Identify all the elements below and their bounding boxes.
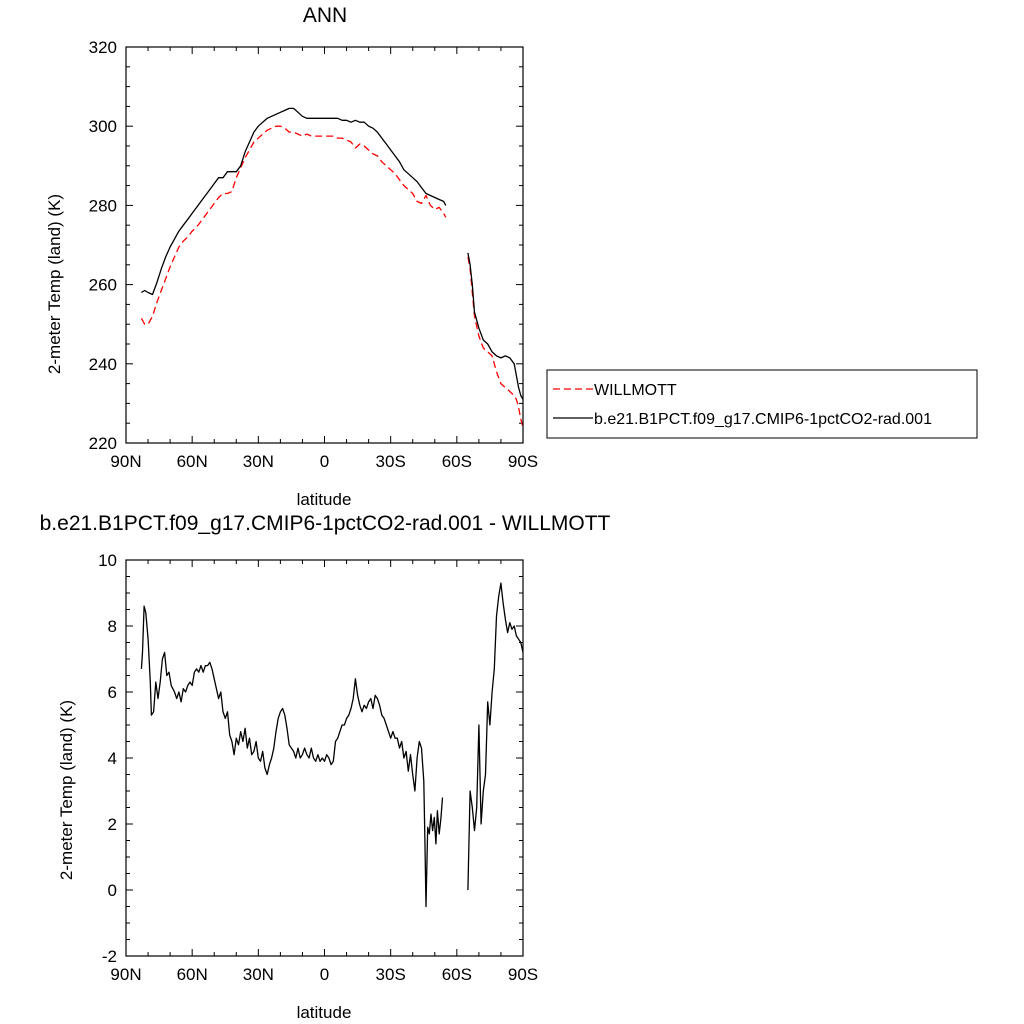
x-tick-label: 0 <box>320 965 329 984</box>
x-tick-label: 30N <box>243 452 274 471</box>
y-tick-label: 8 <box>108 617 117 636</box>
legend-label-model: b.e21.B1PCT.f09_g17.CMIP6-1pctCO2-rad.00… <box>594 411 932 428</box>
panel-annual-temperature: ANN latitude 2-meter Temp (land) (K) 90N… <box>45 4 978 509</box>
y-tick-label: 0 <box>108 881 117 900</box>
panel2-title: b.e21.B1PCT.f09_g17.CMIP6-1pctCO2-rad.00… <box>40 512 611 535</box>
x-tick-label: 90N <box>110 452 141 471</box>
series-line-b-e21-b1pct-f09-g17-cmip6-1pctco2-rad-001-segment-2 <box>467 252 524 400</box>
y-tick-label: 220 <box>89 434 117 453</box>
legend-box <box>546 369 978 439</box>
x-tick-label: 0 <box>320 452 329 471</box>
panel2-ticks: 90N 60N 30N 0 30S 60S 90S -2 0 2 4 6 8 10 <box>98 551 538 984</box>
y-tick-label: 260 <box>89 276 117 295</box>
panel2-x-axis-label: latitude <box>297 1003 352 1022</box>
series-line-willmott-segment-1 <box>140 125 447 325</box>
panel1-title: ANN <box>303 4 347 27</box>
x-tick-label: 60S <box>442 452 472 471</box>
series-line-difference-segment-1 <box>140 605 444 908</box>
x-tick-label: 90S <box>508 452 538 471</box>
y-tick-label: 6 <box>108 683 117 702</box>
x-tick-label: 30S <box>376 452 406 471</box>
y-tick-label: 300 <box>89 117 117 136</box>
y-tick-label: 10 <box>98 551 117 570</box>
legend: WILLMOTT b.e21.B1PCT.f09_g17.CMIP6-1pctC… <box>546 369 978 439</box>
series-line-willmott-segment-2 <box>467 256 524 428</box>
legend-label-willmott: WILLMOTT <box>594 382 677 399</box>
panel1-series <box>140 107 524 428</box>
y-tick-label: 240 <box>89 355 117 374</box>
panel2-series <box>140 582 524 908</box>
y-tick-label: 2 <box>108 815 117 834</box>
series-line-difference-segment-2 <box>467 582 524 891</box>
x-tick-label: 60N <box>177 965 208 984</box>
y-tick-label: -2 <box>102 947 117 966</box>
x-tick-label: 60S <box>442 965 472 984</box>
x-tick-label: 30N <box>243 965 274 984</box>
x-tick-label: 90S <box>508 965 538 984</box>
panel1-y-axis-label: 2-meter Temp (land) (K) <box>45 194 64 374</box>
panel-temperature-difference: b.e21.B1PCT.f09_g17.CMIP6-1pctCO2-rad.00… <box>40 512 611 1022</box>
x-tick-label: 30S <box>376 965 406 984</box>
panel1-ticks: 90N 60N 30N 0 30S 60S 90S 220 240 260 280 300 320 <box>89 38 539 471</box>
y-tick-label: 280 <box>89 196 117 215</box>
panel2-y-axis-label: 2-meter Temp (land) (K) <box>57 700 76 880</box>
y-tick-label: 4 <box>108 749 117 768</box>
panel1-plot-frame <box>125 46 524 444</box>
x-tick-label: 90N <box>110 965 141 984</box>
panel2-plot-frame <box>125 559 524 957</box>
series-line-b-e21-b1pct-f09-g17-cmip6-1pctco2-rad-001-segment-1 <box>141 107 447 296</box>
y-tick-label: 320 <box>89 38 117 57</box>
x-tick-label: 60N <box>177 452 208 471</box>
panel1-x-axis-label: latitude <box>297 490 352 509</box>
